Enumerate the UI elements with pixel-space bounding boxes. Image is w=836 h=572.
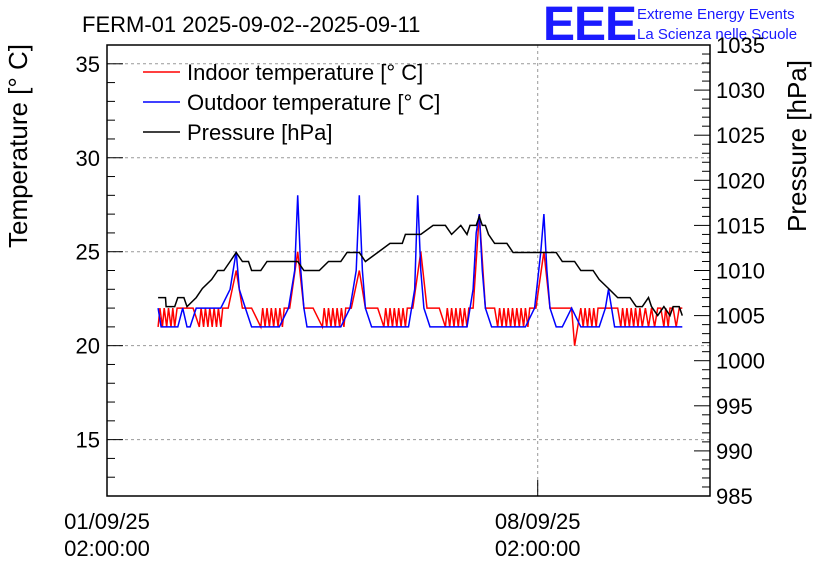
right-tick-label: 1025 xyxy=(716,123,765,148)
right-tick-label: 1020 xyxy=(716,168,765,193)
x-tick-label-time: 02:00:00 xyxy=(64,536,150,561)
left-tick-label: 20 xyxy=(76,334,100,359)
right-tick-label: 995 xyxy=(716,394,753,419)
x-tick-label-date: 08/09/25 xyxy=(495,509,581,534)
right-tick-label: 990 xyxy=(716,439,753,464)
logo: EEE Extreme Energy Events La Scienza nel… xyxy=(543,0,797,51)
left-tick-label: 15 xyxy=(76,428,100,453)
series-line-pressure xyxy=(158,214,684,318)
logo-mark: EEE xyxy=(543,0,636,51)
y-axis-left-label: Temperature [° C] xyxy=(3,44,33,248)
series-layer xyxy=(157,195,684,346)
right-tick-label: 1005 xyxy=(716,304,765,329)
logo-line-1: Extreme Energy Events xyxy=(637,6,795,23)
legend: Indoor temperature [° C] Outdoor tempera… xyxy=(143,60,440,145)
left-tick-label: 30 xyxy=(76,146,100,171)
legend-label-pressure: Pressure [hPa] xyxy=(187,120,333,145)
series-line-indoor xyxy=(157,214,683,346)
x-tick-label-date: 01/09/25 xyxy=(64,509,150,534)
legend-label-indoor: Indoor temperature [° C] xyxy=(187,60,423,85)
grid xyxy=(106,45,710,496)
series-line-outdoor xyxy=(157,195,683,328)
legend-label-outdoor: Outdoor temperature [° C] xyxy=(187,90,440,115)
right-tick-label: 1010 xyxy=(716,259,765,284)
right-tick-label: 985 xyxy=(716,484,753,509)
right-tick-label: 1030 xyxy=(716,78,765,103)
right-tick-label: 1035 xyxy=(716,33,765,58)
chart-title: FERM-01 2025-09-02--2025-09-11 xyxy=(82,12,420,37)
left-tick-label: 35 xyxy=(76,52,100,77)
logo-line-2: La Scienza nelle Scuole xyxy=(637,26,797,43)
right-tick-label: 1015 xyxy=(716,213,765,238)
axis-ticks: 15 20 25 30 35 985 990 995 1000 1005 1010 1015 1020 1… xyxy=(64,33,765,561)
x-tick-label-time: 02:00:00 xyxy=(495,536,581,561)
y-axis-right-label: Pressure [hPa] xyxy=(782,60,812,232)
left-tick-label: 25 xyxy=(76,240,100,265)
right-tick-label: 1000 xyxy=(716,349,765,374)
